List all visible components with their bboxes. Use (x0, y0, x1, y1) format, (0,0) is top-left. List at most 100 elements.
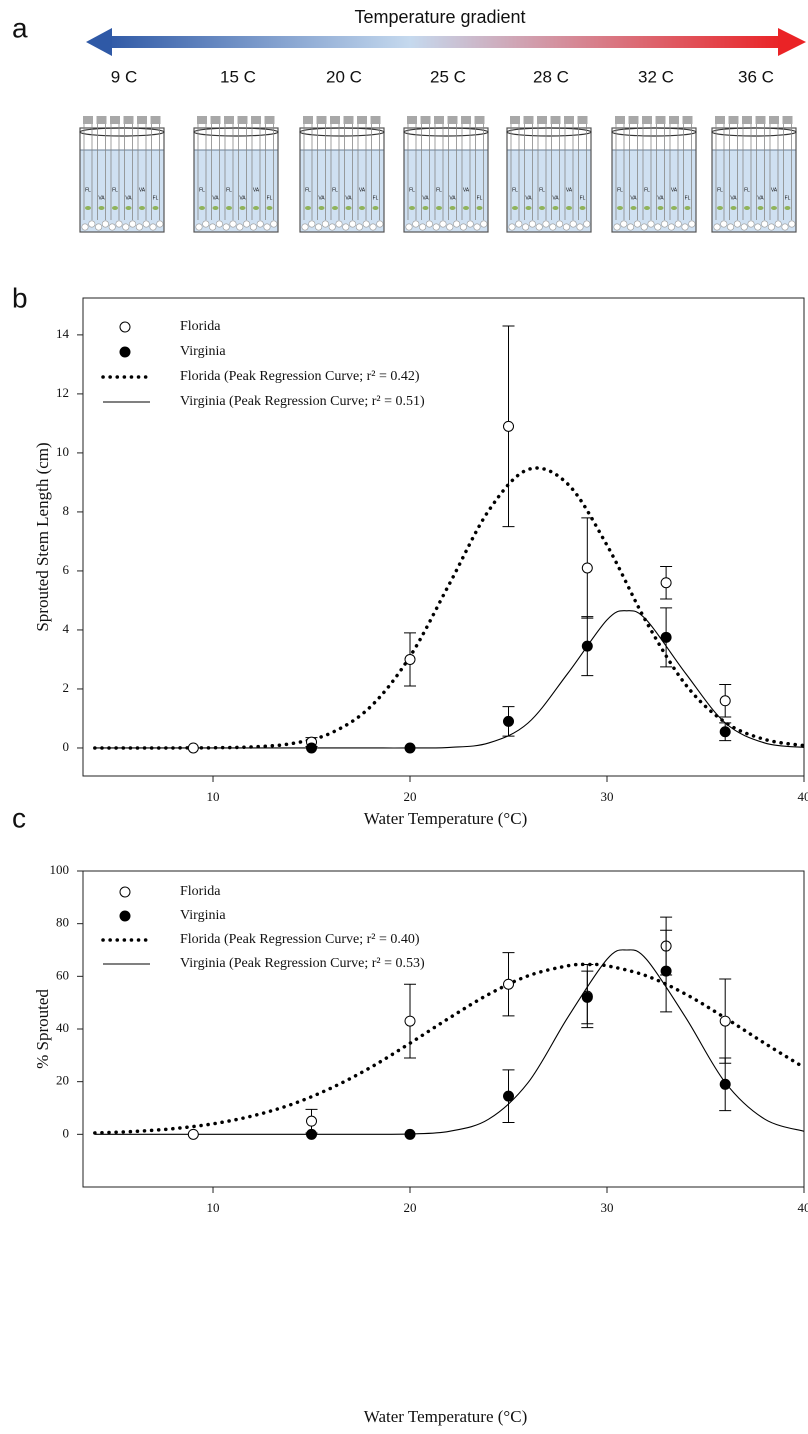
gradient-bar (106, 36, 782, 48)
tube-label: FL (409, 187, 415, 193)
tube-cap (150, 116, 161, 124)
tube-cap (550, 116, 561, 124)
seed (617, 206, 623, 210)
tube-cap (628, 116, 639, 124)
pebble (342, 223, 350, 231)
y-tick-label: 40 (56, 1020, 69, 1035)
panel-label: c (12, 802, 26, 833)
x-tick-label: 40 (798, 1200, 808, 1215)
tube-label: FL (436, 187, 442, 193)
pebble (627, 223, 635, 231)
pebble (135, 223, 143, 231)
pebble (480, 220, 488, 228)
tube-label: VA (566, 187, 573, 193)
tube-label: VA (771, 187, 778, 193)
tube-label: FL (617, 187, 623, 193)
pebble (249, 223, 257, 231)
pebble (122, 223, 130, 231)
pebble (432, 223, 440, 231)
beaker: FL VA FL VA VA FL (403, 116, 489, 233)
tube-cap (755, 116, 766, 124)
pebble (355, 223, 363, 231)
pebble (674, 220, 682, 228)
tube-cap (137, 116, 147, 124)
data-point (404, 653, 416, 665)
beaker: FL VA FL VA VA FL (506, 116, 592, 233)
seed (566, 206, 572, 210)
pebble (747, 220, 755, 228)
beaker-water (506, 149, 592, 233)
pebble (788, 220, 796, 228)
seed (212, 206, 219, 210)
seed (436, 206, 442, 210)
legend-label: Virginia (180, 908, 226, 923)
tube-cap (642, 116, 652, 124)
pebble (688, 220, 696, 228)
y-tick-label: 60 (56, 967, 69, 982)
tube-label: VA (422, 195, 429, 201)
tube-cap (110, 116, 120, 124)
tube-label: VA (212, 195, 219, 201)
data-point (660, 965, 672, 977)
tube-label: FL (717, 187, 723, 193)
pebble (466, 220, 474, 228)
x-tick-label: 20 (404, 1200, 417, 1215)
pebble (713, 223, 721, 231)
pebble (740, 223, 748, 231)
regression-curve (93, 962, 804, 1135)
seed (266, 206, 273, 210)
seed (644, 206, 650, 210)
tube-cap (407, 116, 417, 124)
y-tick-label: 8 (63, 503, 70, 518)
tube-label: VA (139, 187, 146, 193)
tube-cap (715, 116, 725, 124)
y-axis-label: Sprouted Stem Length (cm) (33, 442, 52, 631)
regression-curve (94, 610, 804, 749)
seed (579, 206, 586, 210)
tube-cap (615, 116, 625, 124)
pebble (369, 223, 377, 231)
beaker: FL VA FL VA VA FL (79, 116, 165, 233)
seed (512, 206, 518, 210)
data-point (503, 715, 515, 727)
beaker-water (299, 149, 385, 233)
y-tick-label: 10 (56, 444, 69, 459)
seed (525, 206, 532, 210)
seed (226, 206, 232, 210)
pebble (647, 220, 655, 228)
pebble (349, 220, 357, 228)
tube-label: VA (449, 195, 456, 201)
seed (784, 206, 791, 210)
pebble (202, 220, 210, 228)
tube-label: FL (305, 187, 311, 193)
tube-label: FL (685, 195, 691, 201)
tube-cap (564, 116, 574, 124)
beaker-rim (403, 127, 489, 137)
tube-label: FL (267, 195, 273, 201)
pebble (412, 220, 420, 228)
tube-cap (123, 116, 134, 124)
pebble (439, 220, 447, 228)
pebble (661, 220, 669, 228)
seed (463, 206, 469, 210)
seed (305, 206, 311, 210)
tube-label: VA (757, 195, 764, 201)
y-tick-label: 20 (56, 1073, 69, 1088)
beaker-rim (611, 127, 697, 137)
legend-marker (119, 886, 131, 898)
beaker-rim (711, 127, 797, 137)
tube-label: VA (730, 195, 737, 201)
tube-cap (474, 116, 485, 124)
seed (253, 206, 259, 210)
seed (359, 206, 365, 210)
tube-label: FL (85, 187, 91, 193)
legend-label: Virginia (180, 344, 226, 359)
y-tick-label: 100 (50, 862, 70, 877)
seed (139, 206, 145, 210)
seed (539, 206, 545, 210)
pebble (419, 223, 427, 231)
pebble (535, 223, 543, 231)
x-tick-label: 10 (207, 1200, 220, 1215)
y-tick-label: 0 (63, 1125, 70, 1140)
data-point (660, 577, 672, 589)
